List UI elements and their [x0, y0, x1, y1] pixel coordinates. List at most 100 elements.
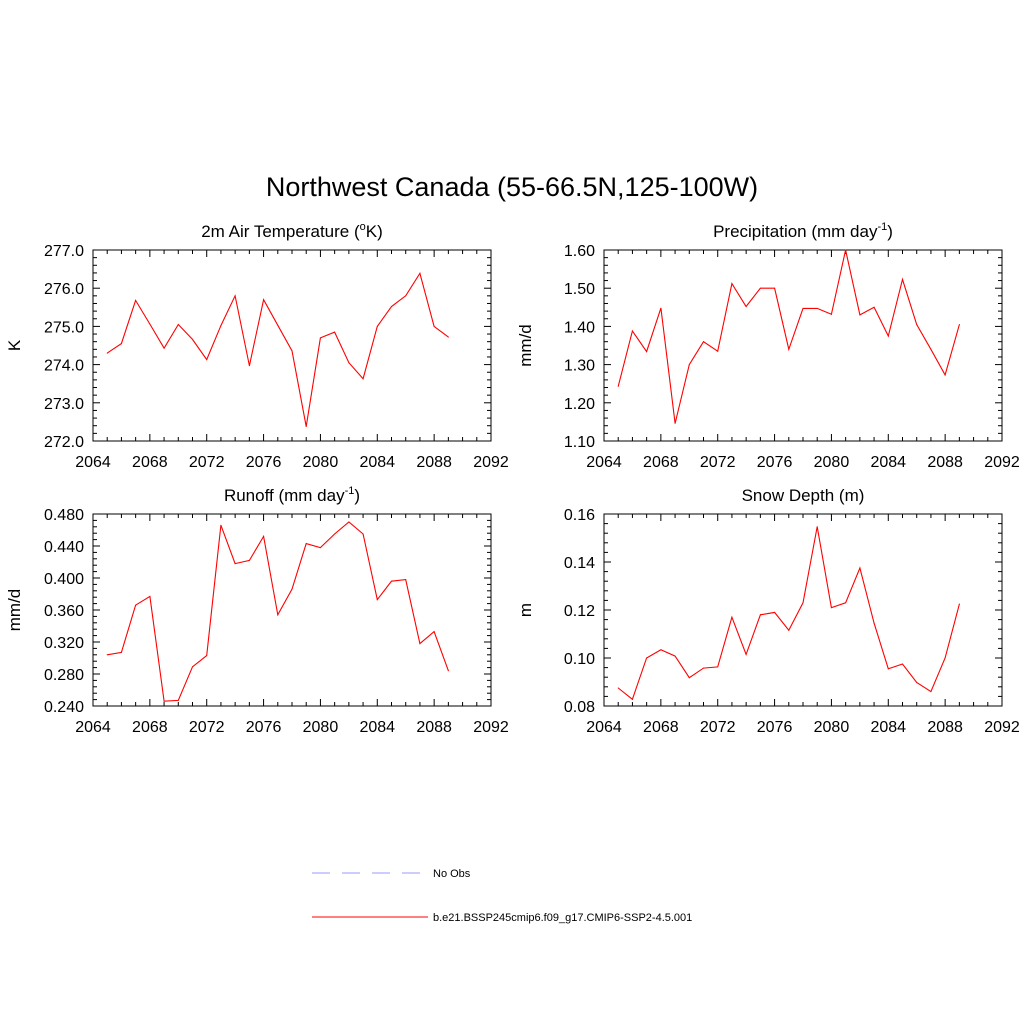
series-line [107, 521, 449, 702]
data-point [902, 278, 903, 280]
data-point [688, 677, 690, 679]
data-point [774, 611, 776, 613]
data-point [192, 666, 193, 668]
x-tick-label: 2084 [870, 454, 906, 471]
data-point [149, 323, 151, 325]
x-tick-label: 2080 [814, 454, 850, 471]
panel-title-text: Snow Depth (m) [742, 486, 865, 505]
data-point [405, 295, 407, 297]
data-point [447, 670, 449, 672]
y-tick-label: 1.20 [564, 396, 595, 413]
y-tick-label: 0.16 [564, 507, 595, 524]
data-point [362, 378, 364, 380]
x-tick-label: 2080 [814, 719, 850, 736]
data-point [788, 348, 790, 350]
data-point [319, 547, 321, 549]
data-point [745, 653, 747, 655]
panel-title-text-end: ) [354, 486, 360, 505]
data-point [731, 283, 733, 285]
data-point [220, 524, 222, 526]
data-point [305, 543, 307, 545]
data-point [944, 657, 946, 659]
data-point [887, 668, 889, 670]
y-axis-label: mm/d [516, 324, 535, 367]
data-point [291, 588, 293, 590]
data-point [930, 691, 932, 693]
x-tick-label: 2088 [927, 454, 963, 471]
data-point [263, 535, 265, 537]
data-point [958, 603, 960, 605]
data-point [177, 324, 179, 325]
data-point [944, 374, 946, 376]
data-point [873, 622, 875, 624]
plot-frame [92, 249, 492, 442]
panel-title: Snow Depth (m) [742, 486, 865, 505]
data-point [703, 667, 704, 669]
data-point [135, 604, 137, 606]
data-point [376, 325, 378, 327]
data-point [120, 651, 122, 653]
data-point [830, 607, 832, 609]
y-tick-label: 0.280 [44, 667, 84, 684]
x-tick-label: 2080 [303, 454, 339, 471]
y-tick-label: 1.50 [564, 281, 595, 298]
y-tick-label: 0.480 [44, 507, 84, 524]
data-point [660, 649, 662, 651]
x-tick-label: 2076 [246, 454, 282, 471]
data-point [916, 682, 918, 683]
data-point [277, 614, 279, 616]
data-point [234, 295, 236, 297]
x-tick-label: 2068 [132, 719, 168, 736]
data-point [206, 359, 208, 361]
data-point [405, 579, 407, 581]
data-point [859, 314, 861, 316]
x-tick-label: 2072 [189, 454, 225, 471]
data-point [631, 698, 633, 700]
data-point [646, 351, 648, 353]
chart-panel-1: 2m Air Temperature (oK) 2064 2068 2072 2076 2… [5, 221, 509, 471]
series-line [617, 249, 960, 424]
data-point [362, 533, 364, 535]
data-point [759, 614, 761, 616]
data-point [703, 341, 704, 343]
figure-title: Northwest Canada (55-66.5N,125-100W) [266, 172, 758, 202]
data-point [263, 299, 265, 301]
data-point [305, 426, 307, 427]
data-point [149, 595, 151, 597]
y-tick-label: 273.0 [44, 396, 84, 413]
data-point [391, 306, 392, 307]
data-point [660, 307, 662, 309]
data-point [688, 364, 690, 366]
data-point [248, 559, 250, 561]
chart-panel-2: Precipitation (mm day-1) 2064 2068 2072 2076… [516, 221, 1020, 471]
x-tick-label: 2068 [643, 719, 679, 736]
x-tick-label: 2092 [473, 454, 509, 471]
panel-title-text: Runoff (mm day [224, 486, 345, 505]
data-point [717, 350, 719, 352]
y-tick-label: 0.10 [564, 651, 595, 668]
data-point [958, 324, 960, 325]
y-tick-label: 0.320 [44, 635, 84, 652]
data-point [248, 365, 250, 367]
x-tick-label: 2084 [870, 719, 906, 736]
y-tick-label: 272.0 [44, 434, 84, 451]
data-point [916, 324, 918, 325]
data-point [731, 616, 733, 618]
data-point [816, 307, 818, 309]
data-point [859, 567, 861, 569]
panel-title-superscript: o [360, 221, 366, 233]
y-axis-label: K [5, 339, 24, 351]
data-point [902, 663, 903, 665]
chart-panels: 2m Air Temperature (oK)2064 2068 2072 2076 2… [5, 221, 1020, 736]
chart-panel-3: Runoff (mm day-1) 2064 2068 2072 2076 2080 208… [5, 485, 509, 736]
data-point [135, 299, 137, 301]
data-point [120, 343, 122, 345]
series-line [106, 271, 449, 427]
y-tick-label: 276.0 [44, 281, 84, 298]
y-tick-label: 0.360 [44, 603, 84, 620]
data-point [745, 306, 747, 307]
data-point [617, 687, 619, 689]
x-tick-label: 2088 [416, 454, 452, 471]
y-tick-label: 1.10 [564, 434, 595, 451]
x-tick-label: 2064 [75, 719, 111, 736]
